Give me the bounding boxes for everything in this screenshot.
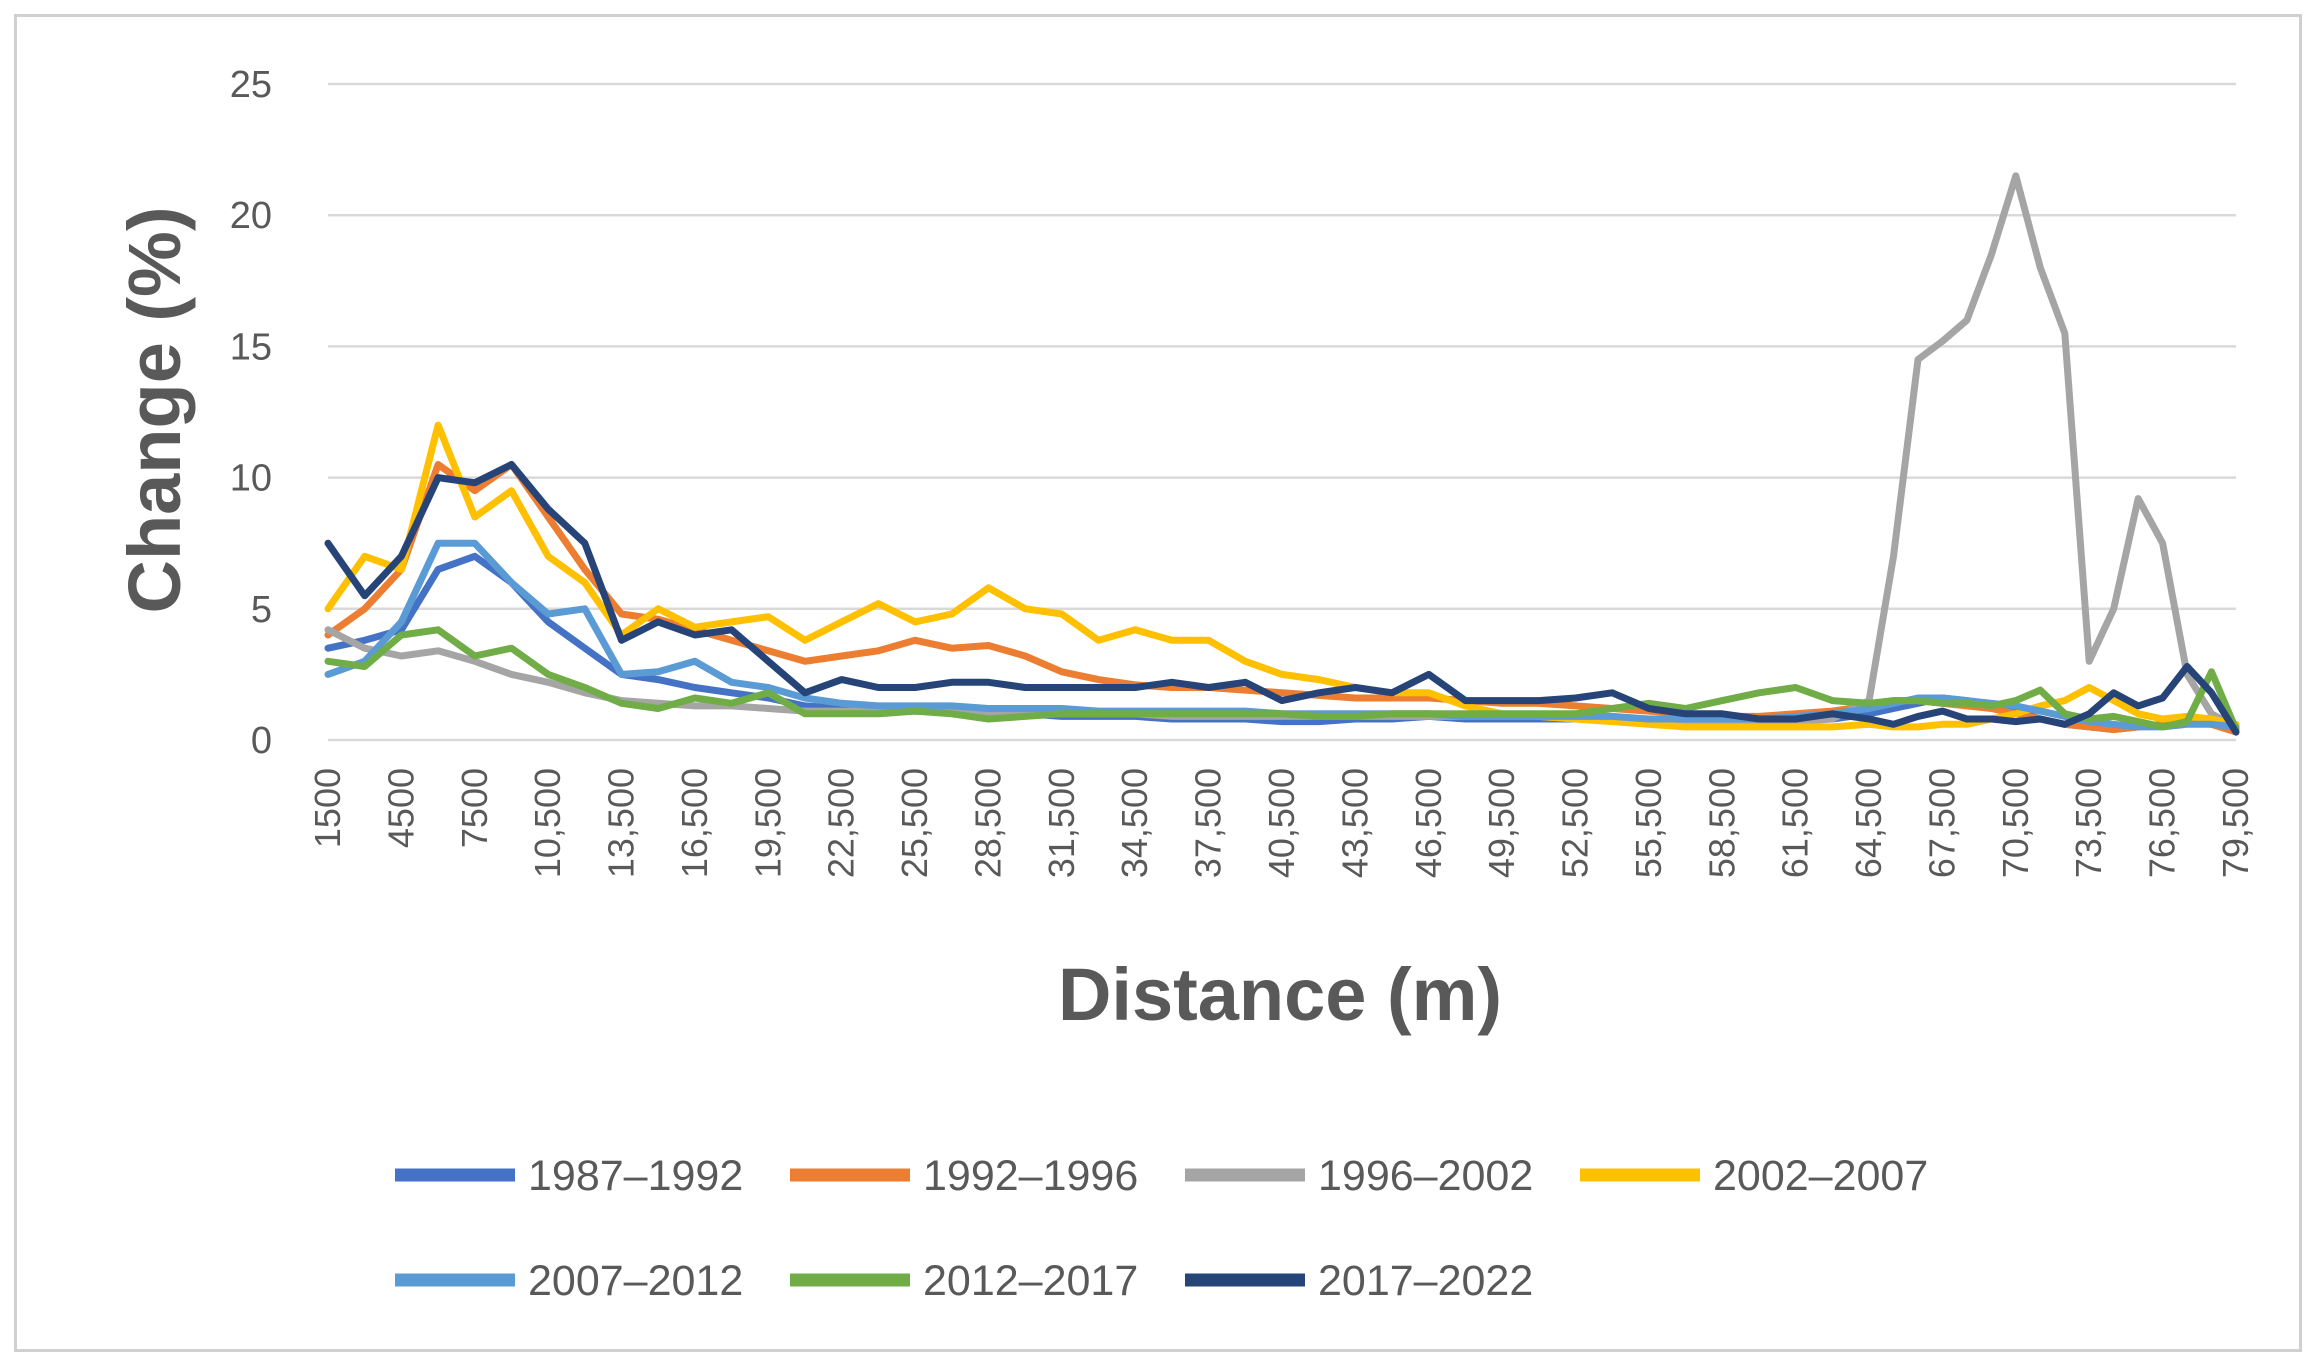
legend-item: 2017–2022 — [1185, 1257, 1533, 1305]
legend-label: 2002–2007 — [1713, 1152, 1928, 1200]
x-tick-label: 70,500 — [1995, 768, 2036, 878]
legend-label: 2017–2022 — [1318, 1257, 1533, 1305]
x-tick-label: 46,500 — [1408, 768, 1449, 878]
x-tick-label: 16,500 — [674, 768, 715, 878]
series-line-2017–2022 — [324, 461, 2240, 736]
x-tick-label: 37,500 — [1188, 768, 1229, 878]
x-tick-label: 28,500 — [967, 768, 1008, 878]
x-tick-label: 19,500 — [747, 768, 788, 878]
x-tick-label: 49,500 — [1481, 768, 1522, 878]
x-tick-label: 34,500 — [1114, 768, 1155, 878]
x-tick-label: 25,500 — [894, 768, 935, 878]
series-line-2012–2017 — [324, 626, 2240, 733]
legend-item: 2012–2017 — [790, 1257, 1138, 1305]
y-tick-label: 0 — [251, 720, 272, 762]
legend: 1987–1992 1992–1996 1996–2002 2002–2007 2007… — [395, 1152, 1928, 1305]
legend-label: 1996–2002 — [1318, 1152, 1533, 1200]
x-tick-label: 52,500 — [1555, 768, 1596, 878]
x-tick-label: 43,500 — [1334, 768, 1375, 878]
x-tick-label: 67,500 — [1921, 768, 1962, 878]
series-lines — [324, 172, 2240, 736]
y-tick-label: 25 — [230, 64, 272, 106]
y-tick-label: 10 — [230, 458, 272, 500]
x-tick-label: 79,500 — [2215, 768, 2256, 878]
series-line-2002–2007 — [324, 421, 2240, 731]
x-tick-label: 58,500 — [1701, 768, 1742, 878]
x-axis-title: Distance (m) — [1058, 953, 1502, 1036]
series-line-1996–2002 — [324, 172, 2240, 731]
y-tick-label: 15 — [230, 326, 272, 368]
y-axis-title: Change (%) — [113, 207, 196, 614]
x-axis-ticks: 1500 4500 7500 10,500 13,500 16,500 19,500 22,5… — [307, 768, 2256, 878]
gridlines — [328, 82, 2236, 742]
y-tick-label: 20 — [230, 195, 272, 237]
y-axis-ticks: 0 5 10 15 20 25 — [230, 64, 272, 762]
x-tick-label: 13,500 — [601, 768, 642, 878]
legend-item: 2007–2012 — [395, 1257, 743, 1305]
x-tick-label: 7500 — [454, 768, 495, 848]
legend-label: 1992–1996 — [923, 1152, 1138, 1200]
x-tick-label: 31,500 — [1041, 768, 1082, 878]
x-tick-label: 4500 — [380, 768, 421, 848]
legend-item: 2002–2007 — [1580, 1152, 1928, 1200]
legend-item: 1996–2002 — [1185, 1152, 1533, 1200]
legend-item: 1992–1996 — [790, 1152, 1138, 1200]
x-tick-label: 61,500 — [1775, 768, 1816, 878]
x-tick-label: 10,500 — [527, 768, 568, 878]
series-line-1992–1996 — [324, 461, 2240, 736]
legend-label: 2007–2012 — [528, 1257, 743, 1305]
x-tick-label: 76,500 — [2142, 768, 2183, 878]
x-tick-label: 40,500 — [1261, 768, 1302, 878]
legend-label: 2012–2017 — [923, 1257, 1138, 1305]
x-tick-label: 1500 — [307, 768, 348, 848]
y-tick-label: 5 — [251, 589, 272, 631]
legend-label: 1987–1992 — [528, 1152, 743, 1200]
legend-item: 1987–1992 — [395, 1152, 743, 1200]
x-tick-label: 73,500 — [2068, 768, 2109, 878]
x-tick-label: 22,500 — [821, 768, 862, 878]
x-tick-label: 64,500 — [1848, 768, 1889, 878]
x-tick-label: 55,500 — [1628, 768, 1669, 878]
